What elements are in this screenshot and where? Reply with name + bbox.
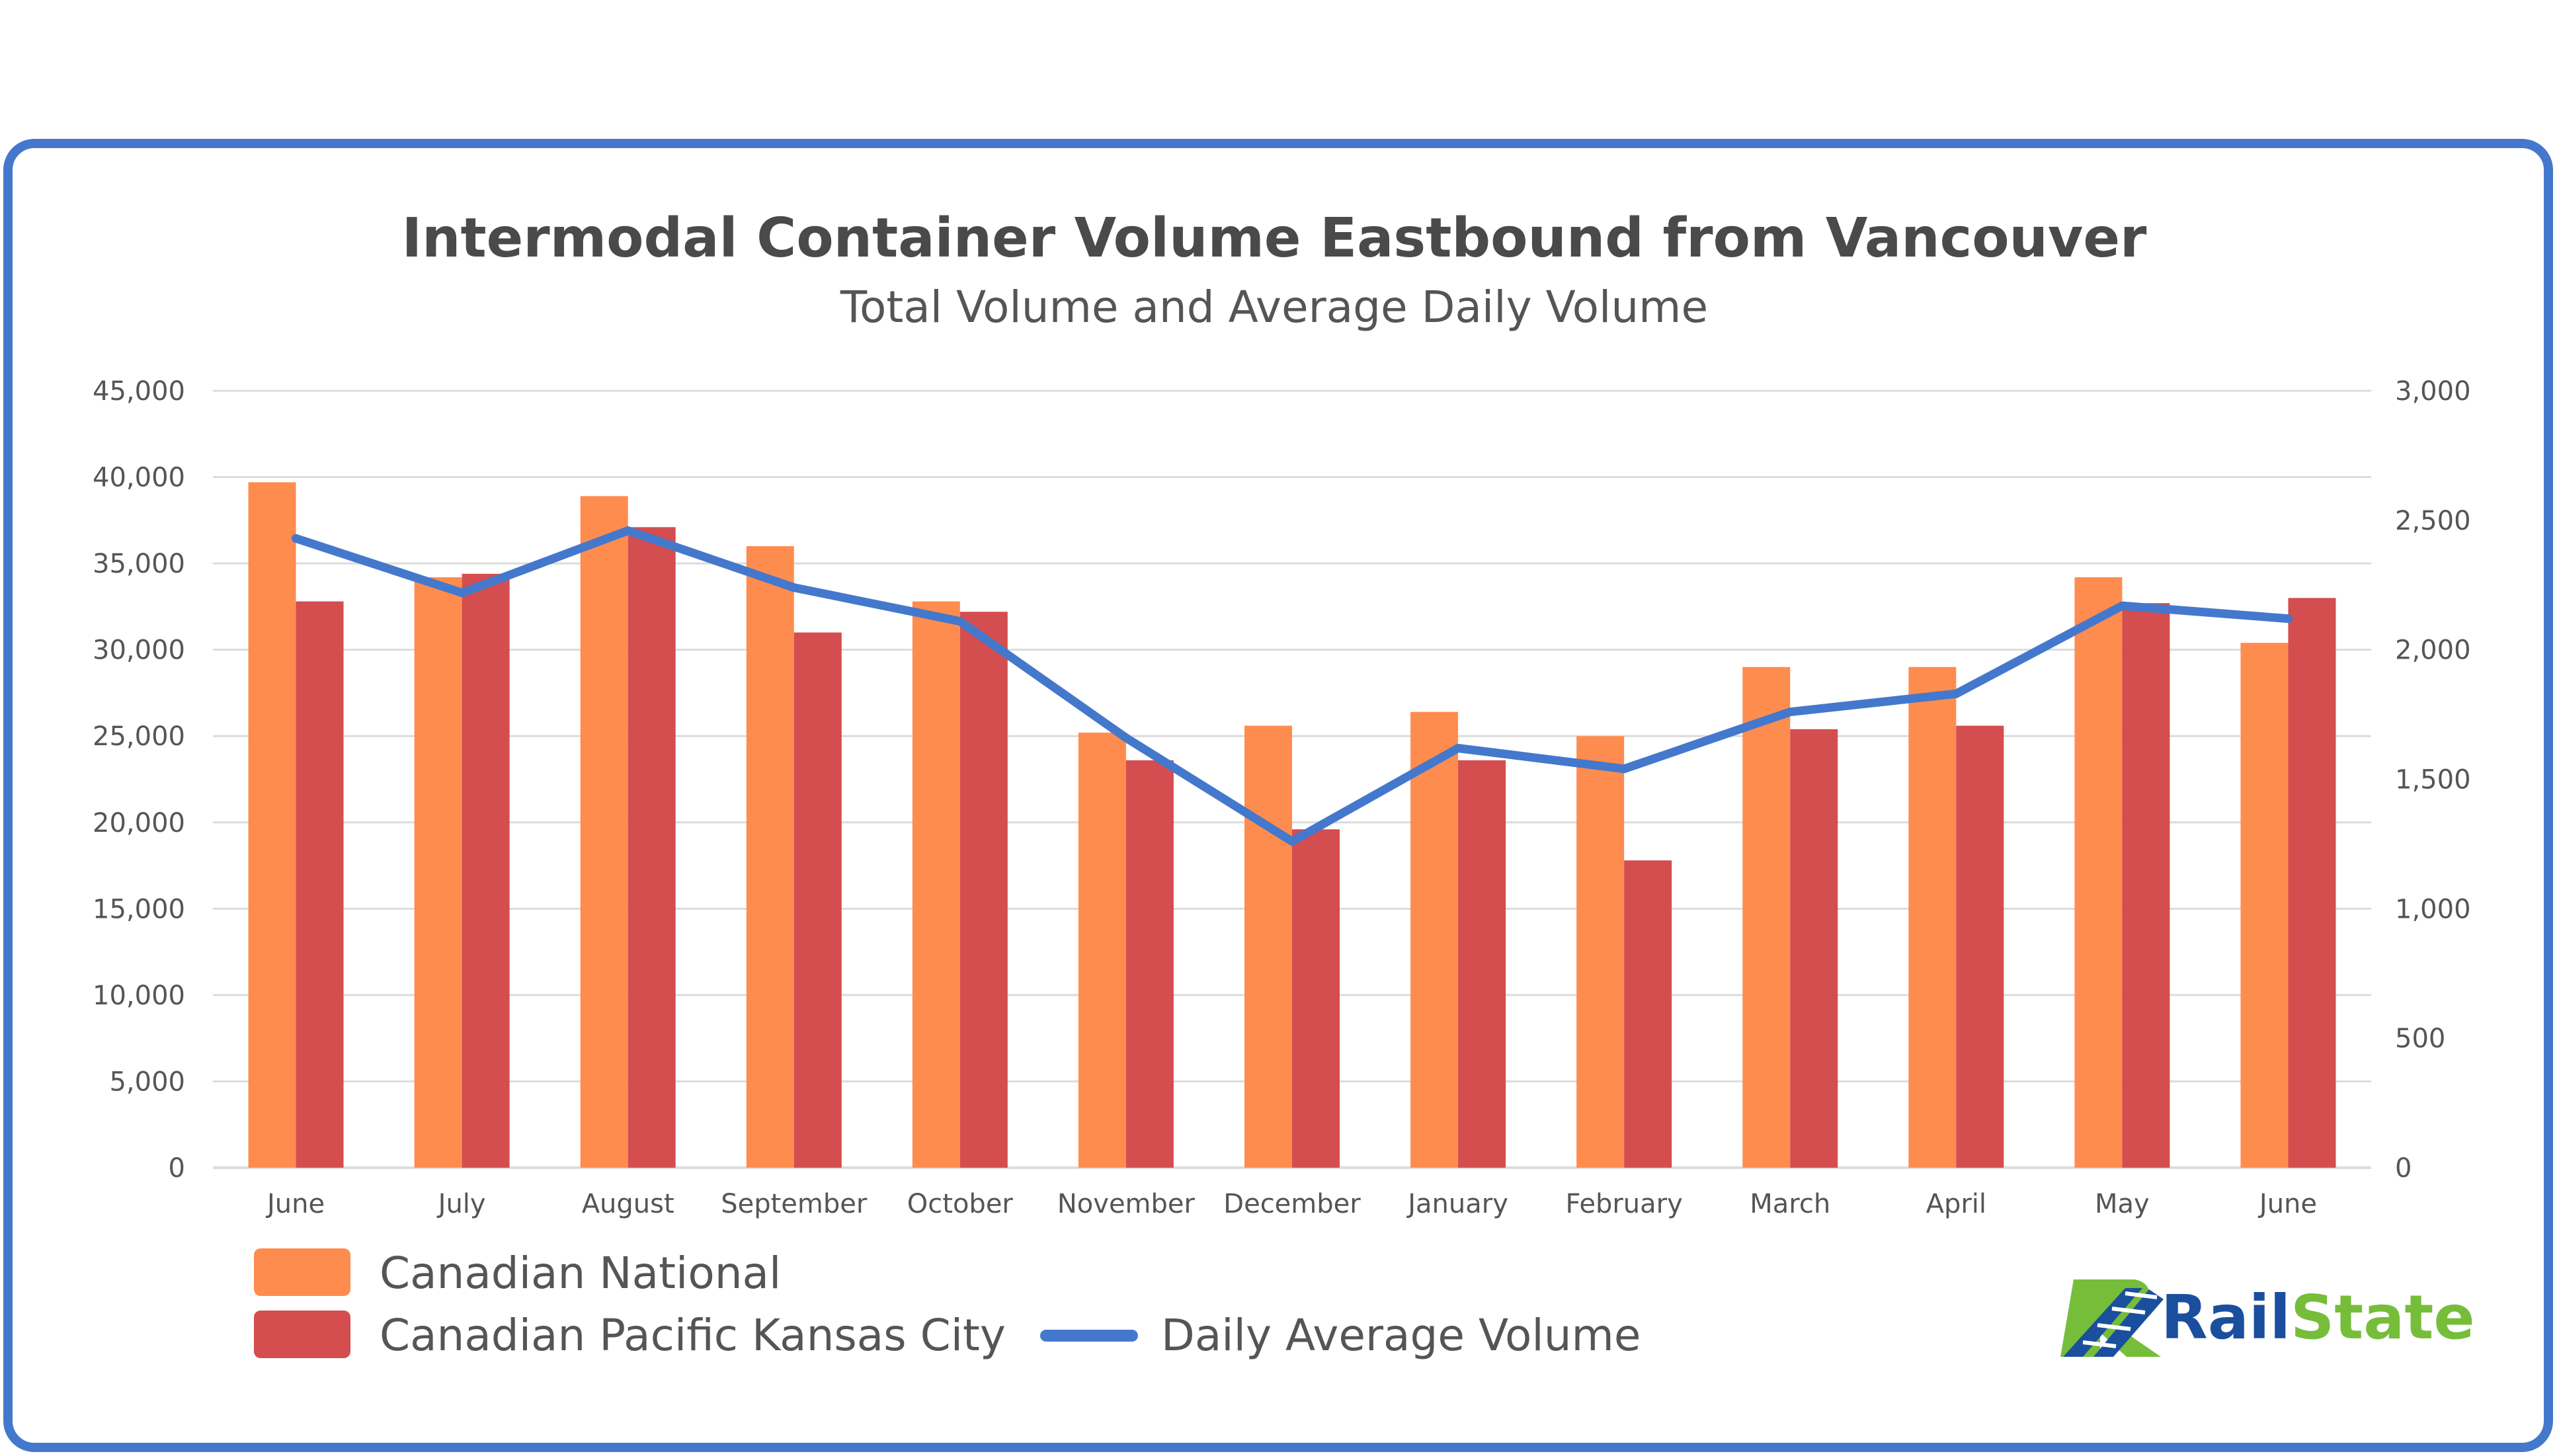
bar-canadian-pacific-kansas-city: [793, 632, 842, 1168]
line-point: [1453, 744, 1463, 752]
x-axis-tick-label: June: [2257, 1189, 2317, 1219]
left-axis-tick-label: 20,000: [93, 808, 185, 838]
right-axis-tick-label: 2,000: [2395, 635, 2471, 666]
left-axis-tick-label: 30,000: [93, 635, 185, 666]
legend-label-daily-average-volume: Daily Average Volume: [1161, 1310, 1641, 1361]
line-point: [1121, 733, 1131, 743]
x-axis: June July August September October November De…: [265, 1189, 2317, 1219]
right-axis-tick-label: 0: [2395, 1153, 2412, 1184]
left-axis-tick-label: 35,000: [93, 549, 185, 579]
daily-average-line: [292, 526, 2293, 846]
x-axis-tick-label: April: [1926, 1189, 1986, 1219]
x-axis-tick-label: February: [1566, 1189, 1683, 1219]
line-point: [1287, 837, 1297, 846]
bar-canadian-national: [1742, 667, 1791, 1168]
bar-canadian-pacific-kansas-city: [959, 612, 1008, 1168]
legend-swatch-canadian-pacific-kansas-city: [254, 1311, 350, 1358]
right-axis-tick-label: 2,500: [2395, 506, 2471, 536]
legend-label-canadian-national: Canadian National: [380, 1248, 781, 1299]
bar-canadian-pacific-kansas-city: [296, 601, 344, 1168]
line-point: [790, 583, 799, 592]
line-point: [292, 534, 301, 543]
line-point: [1951, 689, 1961, 698]
x-axis-tick-label: August: [582, 1189, 674, 1219]
bar-canadian-national: [580, 496, 628, 1168]
left-axis-tick-label: 45,000: [93, 376, 185, 407]
line-point: [955, 617, 965, 626]
left-axis-tick-label: 15,000: [93, 894, 185, 924]
right-axis-tick-label: 1,500: [2395, 765, 2471, 795]
left-axis-tick-label: 10,000: [93, 981, 185, 1011]
right-axis-tick-label: 3,000: [2395, 376, 2471, 407]
bar-canadian-national: [912, 601, 960, 1168]
x-axis-tick-label: November: [1057, 1189, 1196, 1219]
bar-canadian-pacific-kansas-city: [1790, 729, 1838, 1168]
left-axis-tick-label: 40,000: [93, 463, 185, 493]
x-axis-tick-label: October: [907, 1189, 1014, 1219]
right-axis: 0 500 1,000 1,500 2,000 2,500 3,000: [2395, 376, 2471, 1184]
line-point: [458, 588, 467, 597]
bar-canadian-pacific-kansas-city: [1624, 860, 1672, 1168]
bar-canadian-pacific-kansas-city: [1292, 829, 1340, 1168]
line-point: [2117, 601, 2127, 610]
left-axis-tick-label: 0: [169, 1153, 185, 1184]
bar-canadian-national: [1078, 733, 1126, 1168]
bars: [248, 482, 2336, 1168]
bar-canadian-national: [1410, 711, 1459, 1168]
railstate-logo: RailState: [2060, 1279, 2475, 1357]
bar-canadian-national: [1244, 725, 1292, 1168]
x-axis-tick-label: June: [265, 1189, 325, 1219]
bar-canadian-pacific-kansas-city: [1458, 760, 1506, 1168]
bar-canadian-pacific-kansas-city: [2288, 598, 2336, 1168]
bar-canadian-national: [248, 482, 296, 1168]
bar-canadian-national: [746, 546, 794, 1168]
legend: Canadian National Canadian Pacific Kansa…: [254, 1248, 1641, 1361]
chart-title: Intermodal Container Volume Eastbound fr…: [402, 207, 2147, 270]
bar-canadian-national: [414, 577, 462, 1168]
bar-canadian-pacific-kansas-city: [1125, 760, 1174, 1168]
bar-canadian-national: [2074, 577, 2123, 1168]
left-axis-tick-label: 5,000: [109, 1067, 185, 1097]
railstate-logo-icon: [2060, 1279, 2164, 1357]
x-axis-tick-label: September: [721, 1189, 868, 1219]
bar-canadian-pacific-kansas-city: [462, 573, 510, 1168]
right-axis-tick-label: 500: [2395, 1024, 2445, 1054]
bar-canadian-national: [1908, 667, 1957, 1168]
x-axis-tick-label: March: [1750, 1189, 1830, 1219]
bar-canadian-national: [2240, 643, 2289, 1168]
x-axis-tick-label: May: [2095, 1189, 2150, 1219]
left-axis: 0 5,000 10,000 15,000 20,000 25,000 30,000 35,0…: [93, 376, 185, 1184]
legend-label-canadian-pacific-kansas-city: Canadian Pacific Kansas City: [380, 1310, 1006, 1361]
chart-subtitle: Total Volume and Average Daily Volume: [840, 282, 1708, 333]
line-point: [2283, 614, 2293, 624]
x-axis-tick-label: July: [436, 1189, 486, 1219]
bar-canadian-pacific-kansas-city: [2122, 603, 2170, 1168]
x-axis-tick-label: December: [1223, 1189, 1361, 1219]
right-axis-tick-label: 1,000: [2395, 894, 2471, 924]
line-point: [1785, 708, 1795, 717]
left-axis-tick-label: 25,000: [93, 721, 185, 752]
bar-canadian-national: [1576, 736, 1625, 1168]
line-point: [624, 526, 633, 535]
legend-swatch-canadian-national: [254, 1248, 350, 1296]
bar-canadian-pacific-kansas-city: [1956, 725, 2004, 1168]
x-axis-tick-label: January: [1406, 1189, 1508, 1219]
railstate-logo-wordmark: RailState: [2161, 1282, 2475, 1353]
line-point: [1619, 764, 1629, 774]
bar-canadian-pacific-kansas-city: [628, 527, 676, 1168]
